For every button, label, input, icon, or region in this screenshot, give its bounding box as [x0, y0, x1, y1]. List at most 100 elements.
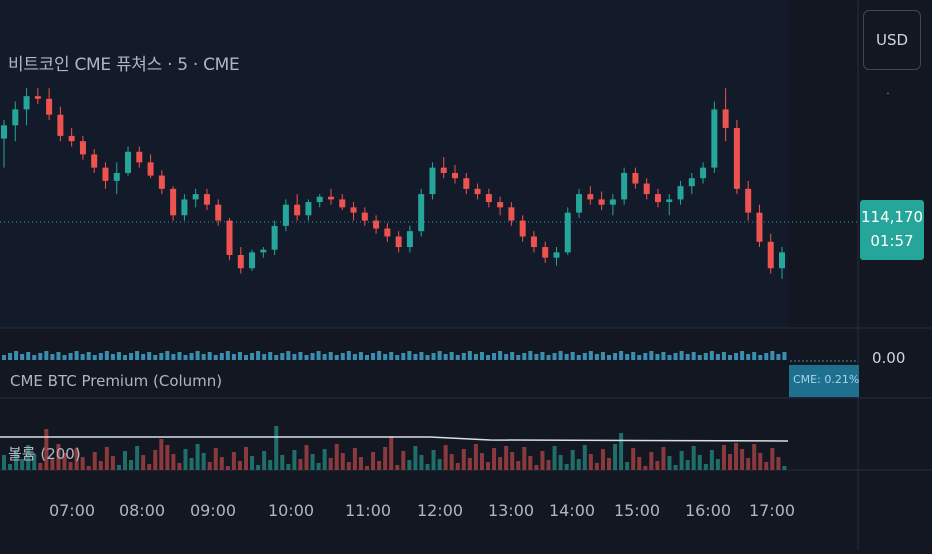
volume-bar — [528, 456, 533, 470]
candle-body — [305, 202, 312, 216]
volume-bar — [504, 446, 509, 470]
premium-column — [486, 355, 490, 360]
premium-column — [310, 353, 315, 360]
premium-column — [56, 352, 61, 360]
premium-column — [546, 355, 551, 360]
premium-column — [141, 354, 146, 360]
candle — [1, 120, 7, 168]
volume-bar — [334, 444, 339, 470]
candle — [113, 162, 120, 195]
premium-tag: CME: 0.21% — [789, 365, 859, 397]
candle-body — [733, 127, 740, 189]
candle-body — [125, 151, 132, 173]
premium-column — [153, 355, 158, 360]
candle — [237, 247, 244, 274]
premium-column — [413, 354, 418, 360]
premium-column — [461, 353, 466, 360]
candle — [12, 101, 19, 142]
premium-indicator-label[interactable]: CME BTC Premium (Column) — [10, 372, 223, 390]
volume-bar — [522, 447, 527, 470]
premium-column — [443, 354, 448, 360]
premium-column — [691, 352, 696, 360]
candle — [68, 127, 75, 147]
premium-column — [20, 354, 25, 360]
candle-body — [654, 194, 661, 203]
candle-body — [497, 202, 504, 208]
volume-bar — [467, 458, 472, 470]
volume-bar — [764, 462, 769, 470]
premium-columns — [2, 351, 858, 362]
volume-bar — [304, 445, 309, 470]
premium-column — [250, 353, 255, 360]
candle — [158, 170, 165, 195]
volume-bar — [776, 457, 781, 470]
candle — [553, 247, 560, 266]
candle — [34, 88, 41, 105]
candle — [384, 223, 391, 242]
volume-bar — [141, 455, 146, 470]
candle — [203, 188, 210, 210]
premium-column — [625, 354, 630, 360]
volume-bar — [153, 450, 158, 470]
candle-body — [170, 188, 177, 216]
volume-bar — [292, 450, 297, 470]
premium-column — [734, 353, 739, 360]
premium-column — [467, 351, 472, 360]
volume-bar — [734, 443, 739, 470]
volume-bar — [195, 444, 200, 470]
time-tick-label: 13:00 — [488, 501, 534, 520]
volume-bar — [667, 456, 672, 470]
time-tick-label: 10:00 — [268, 501, 314, 520]
candle — [350, 202, 357, 221]
volume-indicator-label[interactable]: 볼륨 (200) — [8, 445, 81, 463]
candle — [91, 149, 98, 173]
volume-bar — [286, 464, 291, 470]
candle — [181, 194, 188, 221]
premium-column — [183, 355, 188, 360]
premium-column — [377, 351, 382, 360]
premium-column — [679, 351, 684, 360]
premium-column — [649, 351, 654, 360]
premium-column — [147, 352, 152, 360]
premium-column — [86, 352, 91, 360]
premium-column — [607, 355, 611, 360]
candle-body — [463, 178, 470, 189]
candle-body — [598, 199, 605, 205]
candle-body — [722, 109, 729, 128]
volume-bar — [219, 457, 224, 470]
candle — [147, 154, 154, 179]
volume-bar — [346, 462, 351, 470]
volume-bar — [437, 459, 442, 470]
candle-body — [271, 225, 278, 250]
candle — [339, 194, 346, 210]
premium-column — [582, 353, 587, 360]
candle — [666, 194, 673, 216]
candle-body — [316, 196, 323, 203]
volume-bar — [770, 448, 775, 470]
candle — [418, 188, 425, 237]
premium-column — [116, 352, 121, 360]
volume-bar — [56, 444, 61, 470]
candle — [271, 220, 278, 255]
volume-bar — [600, 449, 605, 470]
candle — [530, 231, 537, 253]
candle — [688, 172, 695, 195]
premium-column — [365, 355, 369, 360]
symbol-title: 비트코인 CME 퓨쳐스 · 5 · CME — [8, 55, 240, 75]
candle — [440, 157, 447, 179]
volume-bar — [274, 426, 279, 470]
candle-body — [68, 135, 75, 142]
volume-bar — [401, 451, 406, 470]
candle-body — [745, 188, 752, 213]
candle — [700, 162, 707, 184]
candle — [373, 215, 380, 234]
currency-button[interactable]: USD — [863, 10, 921, 70]
volume-bar — [32, 454, 37, 470]
candle — [294, 194, 301, 221]
volume-bar — [413, 446, 418, 470]
premium-column — [268, 352, 273, 360]
candle — [226, 217, 233, 261]
candle — [125, 146, 132, 176]
